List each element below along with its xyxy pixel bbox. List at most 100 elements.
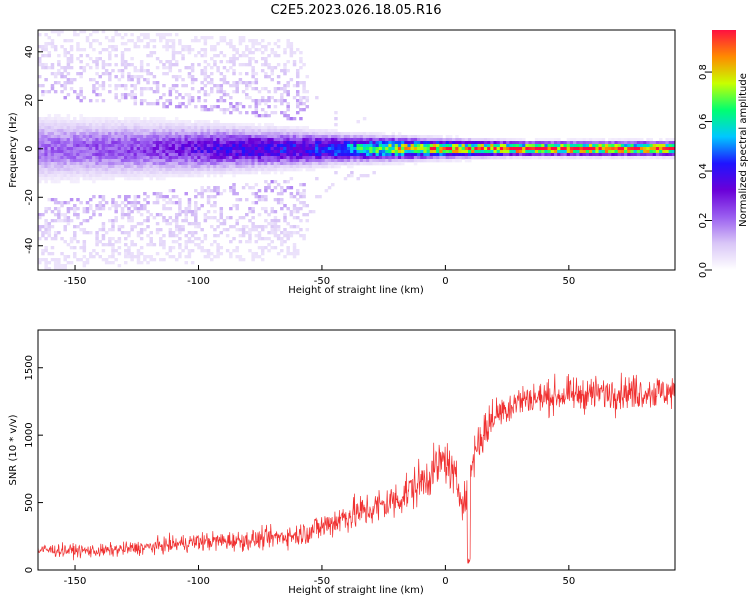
spectrogram-cell: [417, 150, 421, 154]
spectrogram-cell: [534, 156, 539, 160]
spectrogram-cell: [149, 72, 153, 76]
spectrogram-cell: [85, 162, 90, 166]
spectrogram-cell: [82, 126, 87, 130]
spectrogram-cell: [197, 168, 201, 172]
spectrogram-cell: [66, 39, 71, 43]
spectrogram-cell: [245, 72, 249, 76]
spectrogram-cell: [146, 150, 150, 154]
spectrogram-cell: [213, 186, 217, 190]
spectrogram-cell: [101, 72, 106, 76]
spectrogram-cell: [353, 159, 357, 163]
spectrogram-cell: [251, 201, 255, 205]
spectrogram-cell: [295, 75, 300, 79]
spectrogram-cell: [194, 171, 198, 175]
spectrogram-cell: [114, 63, 118, 67]
spectrogram-cell: [120, 210, 125, 214]
spectrogram-cell: [120, 36, 125, 40]
spectrogram-cell: [44, 132, 48, 136]
spectrogram-cell: [362, 162, 367, 166]
spectrogram-cell: [222, 132, 227, 136]
spectrogram-cell: [534, 147, 539, 151]
spectrogram-cell: [617, 144, 622, 148]
spectrogram-cell: [206, 63, 211, 67]
spectrogram-cell: [283, 240, 287, 244]
spectrogram-cell: [178, 93, 182, 97]
spectrogram-cell: [187, 156, 192, 160]
spectrogram-cell: [273, 225, 278, 229]
spectrogram-cell: [573, 156, 577, 160]
spectrogram-cell: [60, 204, 64, 208]
spectrogram-cell: [547, 147, 552, 151]
spectrogram-cell: [417, 144, 421, 148]
spectrogram-cell: [124, 33, 128, 37]
spectrogram-cell: [260, 225, 265, 229]
spectrogram-cell: [267, 63, 271, 67]
spectrogram-cell: [187, 165, 192, 169]
spectrogram-cell: [302, 159, 306, 163]
spectrogram-cell: [448, 150, 453, 154]
spectrogram-cell: [219, 213, 224, 217]
spectrogram-cell: [216, 225, 220, 229]
spectrogram-cell: [359, 132, 364, 136]
spectrogram-cell: [267, 150, 271, 154]
spectrogram-cell: [292, 231, 297, 235]
spectrogram-cell: [238, 240, 243, 244]
spectrogram-cell: [57, 264, 61, 268]
spectrogram-cell: [216, 171, 220, 175]
spectrogram-cell: [388, 144, 392, 148]
spectrogram-cell: [38, 156, 42, 160]
spectrogram-cell: [130, 132, 134, 136]
spectrogram-cell: [222, 90, 227, 94]
spectrogram-cell: [95, 150, 99, 154]
spectrogram-cell: [302, 213, 306, 217]
spectrogram-cell: [598, 144, 603, 148]
spectrogram-cell: [63, 174, 67, 178]
spectrogram-cell: [372, 162, 376, 166]
spectrogram-cell: [162, 102, 166, 106]
spectrogram-cell: [127, 210, 131, 214]
spectrogram-cell: [124, 60, 128, 64]
spectrogram-cell: [60, 162, 64, 166]
spectrogram-cell: [44, 42, 48, 46]
spectrogram-cell: [143, 228, 147, 232]
spectrogram-cell: [53, 126, 58, 130]
spectrogram-cell: [404, 147, 408, 151]
spectrogram-cell: [267, 147, 271, 151]
spectrogram-cell: [229, 57, 233, 61]
spectrogram-cell: [283, 84, 287, 88]
spectrogram-cell: [245, 45, 249, 49]
spectrogram-cell: [346, 144, 351, 148]
spectrogram-cell: [66, 156, 71, 160]
spectrogram-cell: [295, 249, 300, 253]
spectrogram-cell: [187, 141, 192, 145]
spectrogram-cell: [397, 156, 402, 160]
spectrogram-cell: [229, 141, 233, 145]
spectrogram-cell: [254, 165, 259, 169]
spectrogram-cell: [251, 72, 255, 76]
spectrogram-cell: [270, 126, 274, 130]
spectrogram-cell: [111, 201, 115, 205]
spectrogram-cell: [178, 171, 182, 175]
spectrogram-cell: [206, 252, 211, 256]
spectrogram-cell: [292, 147, 297, 151]
spectrogram-cell: [63, 171, 67, 175]
spectrogram-cell: [111, 198, 115, 202]
spectrogram-cell: [569, 147, 574, 151]
spectrogram-cell: [225, 162, 230, 166]
spectrogram-cell: [66, 126, 71, 130]
spectrogram-cell: [289, 51, 294, 55]
spectrogram-cell: [203, 216, 208, 220]
spectrogram-cell: [57, 231, 61, 235]
spectrogram-cell: [248, 105, 252, 109]
spectrogram-cell: [79, 246, 83, 250]
spectrogram-cell: [184, 138, 188, 142]
spectrogram-cell: [235, 135, 239, 139]
spectrogram-cell: [124, 93, 128, 97]
spectrogram-cell: [499, 153, 504, 157]
spectrogram-cell: [66, 132, 71, 136]
spectrogram-cell: [353, 150, 357, 154]
spectrogram-cell: [254, 192, 259, 196]
spectrogram-cell: [200, 162, 204, 166]
spectrogram-cell: [143, 99, 147, 103]
spectrogram-cell: [270, 168, 274, 172]
